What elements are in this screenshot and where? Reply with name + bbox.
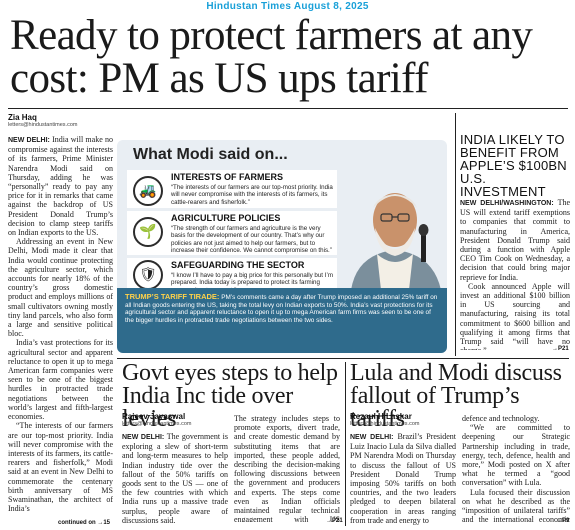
section-agriculture-policies: 🌱 AGRICULTURE POLICIES “The strength of … [127, 211, 337, 255]
lead-paragraph-4: “The interests of our farmers are our to… [8, 421, 113, 514]
plant-icon: 🌱 [133, 217, 163, 247]
story3-dateline: NEW DELHI: [350, 434, 394, 441]
story3-author: Rezaul H Laskar [350, 412, 412, 421]
story3-text-2b: “We are committed to deepening our Strat… [462, 423, 570, 488]
story2-email: letters@hindustantimes.com [122, 421, 192, 427]
bottom-rule [117, 358, 569, 359]
story2-dateline: NEW DELHI: [122, 434, 165, 441]
lead-body: NEW DELHI: India will make no compromise… [8, 135, 113, 523]
side-paragraph-2: Cook announced Apple will invest an addi… [460, 281, 570, 350]
story2-byline-block: Rajeev Jayaswal letters@hindustantimes.c… [122, 412, 232, 427]
story3-col-1: NEW DELHI: Brazil’s President Luiz Inaci… [350, 432, 456, 526]
shield-icon: 🛡 [133, 260, 163, 290]
story2-headline: Govt eyes steps to help India Inc tide o… [122, 360, 338, 432]
lead-dateline: NEW DELHI: [8, 137, 50, 144]
trump-tariff-tirade: TRUMP’S TARIFF TIRADE: PM’s comments cam… [117, 288, 447, 353]
story3-email: letters@hindustantimes.com [350, 421, 420, 427]
side-headline: INDIA LIKELY TO BENEFIT FROM APPLE’S $10… [460, 132, 567, 199]
story3-text-2c: Lula focused their discussion on what he… [462, 487, 570, 522]
side-continued: →P21 [552, 346, 569, 352]
story3-text-2a: defence and technology. [462, 414, 540, 423]
side-body: NEW DELHI/WASHINGTON: The US will extend… [460, 198, 570, 350]
side-paragraph-1: The US will extend tariff exemptions to … [460, 198, 570, 282]
story3-headline: Lula and Modi discuss fallout of Trump’s… [350, 360, 562, 432]
section-interests-of-farmers: 🚜 INTERESTS OF FARMERS “The interests of… [127, 170, 337, 208]
section-safeguarding-the-sector: 🛡 SAFEGUARDING THE SECTOR “I know I’ll h… [127, 258, 337, 294]
story2-author: Rajeev Jayaswal [122, 412, 186, 421]
story2-continued: →P21 [326, 518, 343, 524]
story3-text-1: Brazil’s President Luiz Inacio Lula da S… [350, 432, 456, 525]
box-title: What Modi said on... [133, 146, 288, 163]
tirade-label: TRUMP’S TARIFF TIRADE: [125, 292, 220, 301]
column-rule [455, 113, 456, 356]
section-quote: “The strength of our farmers and agricul… [171, 225, 332, 255]
lead-paragraph-3: India’s vast protections for its agricul… [8, 338, 113, 422]
story2-col-1: NEW DELHI: The government is exploring a… [122, 432, 228, 526]
tractor-icon: 🚜 [133, 176, 163, 206]
masthead-label: Hindustan Times August 8, 2025 [206, 1, 369, 12]
lead-byline-block: Zia Haq letters@hindustantimes.com [8, 113, 113, 128]
story2-col-2: The strategy includes steps to promote e… [234, 414, 340, 522]
story2-text-1: The government is exploring a slew of sh… [122, 432, 228, 525]
story3-col-2: defence and technology. “We are committe… [462, 414, 570, 522]
section-quote: “The interests of our farmers are our to… [171, 184, 333, 206]
section-heading: SAFEGUARDING THE SECTOR [171, 260, 305, 270]
section-heading: AGRICULTURE POLICIES [171, 213, 281, 223]
pm-portrait-image [343, 170, 447, 290]
tirade-text: PM’s comments came a day after Trump imp… [125, 294, 438, 324]
section-heading: INTERESTS OF FARMERS [171, 172, 284, 182]
what-modi-said-box: What Modi said on... 🚜 INTERESTS OF FARM… [117, 140, 447, 353]
story3-continued: →P9 [556, 518, 570, 524]
lead-email: letters@hindustantimes.com [8, 122, 78, 128]
lead-author: Zia Haq [8, 113, 37, 122]
side-dateline: NEW DELHI/WASHINGTON: [460, 200, 554, 207]
lead-paragraph-1: India will make no compromise against th… [8, 135, 113, 238]
story3-byline-block: Rezaul H Laskar letters@hindustantimes.c… [350, 412, 460, 427]
lead-continued: continued on →15 [58, 520, 111, 526]
main-headline: Ready to protect farmers at any cost: PM… [10, 12, 533, 102]
lead-paragraph-2: Addressing an event in New Delhi, Modi m… [8, 237, 113, 339]
headline-rule [8, 108, 568, 109]
bottom-column-rule [345, 362, 346, 526]
